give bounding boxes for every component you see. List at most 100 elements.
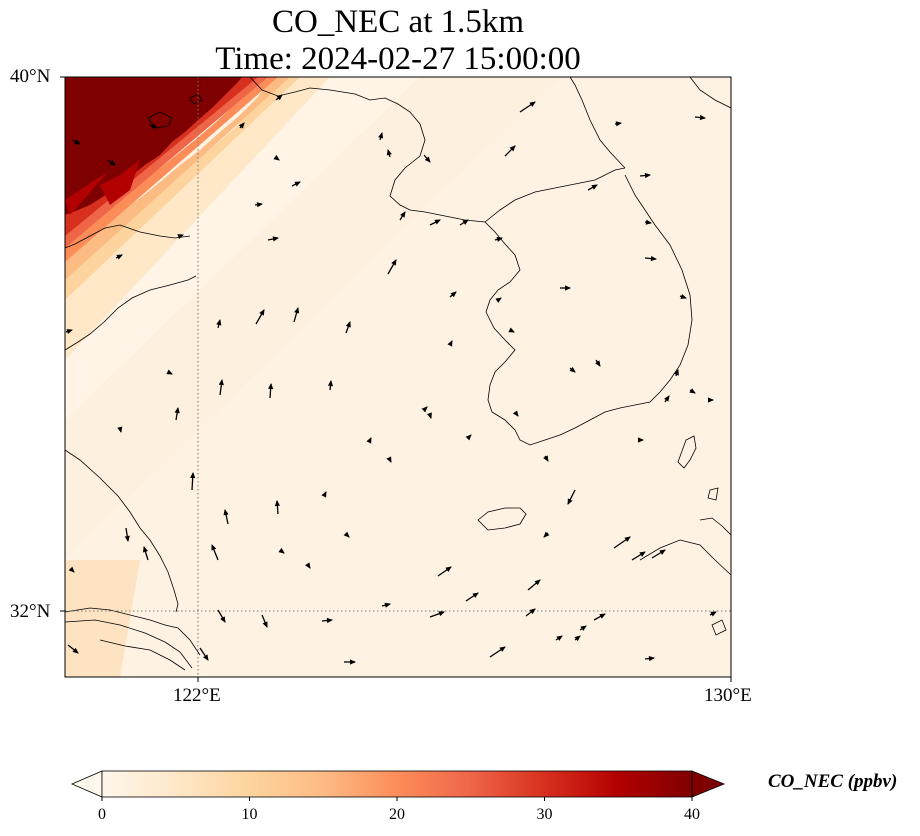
- wind-arrow-head: [386, 456, 392, 463]
- wind-arrow-head: [259, 309, 265, 316]
- map-frame: [64, 76, 732, 678]
- colorbar-tick-30: 30: [536, 806, 553, 823]
- wind-arrow-head: [151, 123, 158, 129]
- wind-arrow-head: [166, 369, 173, 375]
- colorbar-tick-10: 10: [241, 806, 258, 823]
- wind-arrow-head: [569, 366, 576, 373]
- wind-arrow-head: [327, 380, 334, 387]
- wind-arrow-head: [664, 395, 670, 402]
- wind-arrow-head: [648, 655, 655, 662]
- yangtze-north-bank: [65, 607, 201, 656]
- wind-arrow-head: [499, 646, 506, 652]
- colorbar-tick-20: 20: [389, 806, 405, 823]
- wind-arrow-head: [294, 181, 301, 187]
- wind-arrow-head: [599, 613, 606, 619]
- concentration-band-light-2: [65, 77, 560, 560]
- wind-arrow-head: [512, 410, 519, 417]
- wind-arrow-head: [543, 455, 549, 462]
- wind-arrow-head: [238, 122, 245, 129]
- wind-arrow-head: [556, 635, 563, 641]
- wind-arrow-head: [450, 291, 457, 298]
- lat-tick-40N: 40°N: [10, 66, 51, 87]
- wind-arrow-head: [534, 579, 541, 586]
- wind-arrow-head: [529, 101, 536, 107]
- lat-tick-32N: 32°N: [10, 601, 51, 622]
- wind-arrow-head: [638, 437, 644, 443]
- wind-arrow-head: [74, 139, 81, 145]
- wind-arrow-head: [639, 551, 646, 557]
- wind-arrow-head: [644, 172, 651, 179]
- wind-arrow-head: [472, 592, 479, 598]
- wind-arrow-head: [117, 426, 123, 433]
- wind-arrow-head: [426, 412, 432, 419]
- coastline-shandong: [65, 224, 191, 249]
- wind-arrow-head: [68, 566, 75, 573]
- plume-edge-4: [65, 77, 278, 262]
- plume-edge-2: [65, 77, 300, 300]
- colorbar-extend-high: [691, 770, 726, 798]
- wind-arrow-head: [699, 114, 706, 121]
- wind-arrow-head: [438, 611, 445, 617]
- wind-arrow-head: [378, 132, 384, 139]
- wind-arrow-head: [256, 202, 263, 208]
- wind-arrow-head: [142, 546, 148, 553]
- wind-arrow-head: [384, 602, 391, 608]
- coastline-liaodong: [249, 77, 486, 223]
- wind-arrow-head: [72, 647, 79, 654]
- coastline-korea-west: [484, 221, 521, 413]
- wind-arrow-head: [321, 491, 327, 498]
- colorbar-tick-40: 40: [684, 806, 700, 823]
- gridlines: [65, 77, 731, 677]
- wind-arrow-head: [673, 369, 679, 376]
- yangtze-south-bank: [65, 619, 193, 669]
- coastline-china-north: [65, 275, 197, 351]
- wind-arrow-head: [447, 340, 453, 347]
- wind-arrow-head: [223, 509, 229, 516]
- wind-arrow-head: [305, 562, 311, 569]
- wind-arrow-head: [216, 319, 222, 326]
- wind-arrow-head: [710, 611, 717, 617]
- coastline-nk-border: [484, 167, 626, 223]
- wind-arrow-head: [424, 156, 431, 163]
- wind-arrow-head: [276, 94, 283, 101]
- tsushima-island: [677, 435, 697, 469]
- wind-arrow-head: [529, 608, 536, 615]
- map-subtitle: Time: 2024-02-27 15:00:00: [215, 41, 581, 77]
- wind-arrow-head: [645, 219, 652, 225]
- wind-arrow-head: [495, 297, 502, 303]
- wind-arrow-head: [465, 434, 472, 441]
- wind-arrow-head: [218, 379, 224, 386]
- wind-arrow-head: [659, 549, 666, 555]
- colorbar: [70, 770, 726, 801]
- wind-arrow-head: [574, 635, 581, 642]
- wind-arrow-head: [116, 254, 123, 260]
- wind-arrow-head: [615, 121, 622, 127]
- wind-arrow-head: [294, 307, 300, 314]
- wind-arrow-head: [496, 236, 503, 242]
- colorbar-extend-low: [70, 770, 103, 798]
- wind-arrow-head: [274, 500, 280, 507]
- wind-arrow-head: [624, 536, 631, 542]
- plume-edge-5: [65, 77, 268, 248]
- wind-arrow-head: [708, 397, 714, 403]
- wind-arrow-head: [109, 159, 116, 166]
- wind-arrow-head: [366, 437, 372, 444]
- wind-arrow-head: [268, 383, 274, 390]
- coastline-kyushu: [699, 517, 731, 536]
- wind-arrow-head: [350, 659, 356, 665]
- coastlines: [65, 77, 731, 671]
- concentration-band-south: [65, 560, 140, 677]
- wind-arrow-head: [177, 234, 184, 240]
- plume-edge-3: [65, 77, 290, 280]
- wind-arrow-head: [689, 388, 696, 394]
- colorbar-tick-0: 0: [98, 806, 106, 823]
- colorbar-label: CO_NEC (ppbv): [768, 771, 898, 792]
- wind-arrow-head: [591, 184, 598, 190]
- jeju-island: [477, 507, 527, 531]
- colorbar-gradient: [101, 770, 693, 798]
- wind-arrow-head: [400, 211, 406, 218]
- wind-arrow-head: [278, 547, 285, 554]
- lon-tick-130E: 130°E: [704, 685, 752, 706]
- heatmap-field: [65, 77, 731, 677]
- wind-arrow-head: [680, 293, 687, 299]
